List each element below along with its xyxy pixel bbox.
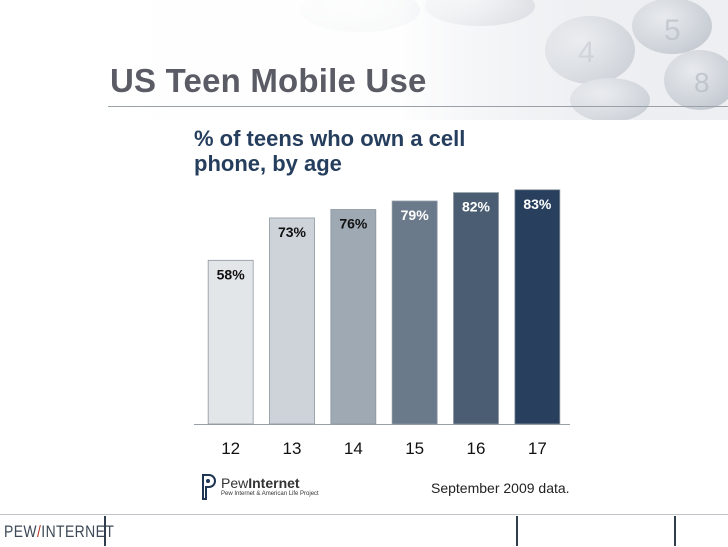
logo-name-internet: Internet: [248, 475, 300, 491]
phone-keypad-backdrop: 4 5 8: [0, 0, 728, 120]
bar-age-14: [330, 209, 377, 425]
data-label: 79%: [401, 207, 430, 223]
logo-name-pew: Pew: [221, 475, 249, 491]
bar-age-17: [514, 189, 561, 425]
data-source-note: September 2009 data.: [431, 480, 570, 496]
slide-title: US Teen Mobile Use: [110, 62, 427, 99]
bottom-bar: [0, 514, 728, 547]
bar-age-16: [453, 192, 499, 425]
bottom-bar-divider: [104, 516, 106, 546]
logo-tagline: Pew Internet & American Life Project: [221, 491, 319, 497]
data-label: 82%: [462, 199, 491, 215]
title-divider: [108, 106, 728, 107]
x-tick-label: 16: [467, 439, 486, 458]
x-tick-label: 13: [283, 439, 302, 458]
x-tick-label: 12: [221, 439, 240, 458]
x-tick-label: 15: [405, 439, 424, 458]
bar-age-15: [391, 200, 438, 425]
data-label: 83%: [523, 196, 552, 212]
x-tick-label: 14: [344, 439, 363, 458]
pew-logo-icon: [202, 474, 216, 500]
data-label: 58%: [217, 266, 246, 282]
bottom-logo-left: PEW: [4, 522, 37, 541]
bottom-pew-internet-logo: PEW/INTERNET: [4, 522, 114, 542]
data-label: 73%: [278, 224, 307, 240]
bottom-logo-right: INTERNET: [41, 522, 115, 541]
bottom-bar-divider: [516, 516, 518, 546]
bar-age-12: [207, 259, 254, 425]
pew-internet-logo: PewInternet Pew Internet & American Life…: [199, 473, 319, 501]
data-label: 76%: [339, 216, 368, 232]
bar-age-13: [269, 217, 315, 425]
bottom-bar-divider: [674, 516, 676, 546]
bar-chart: 58% 12 73% 13 76% 14 79% 15 82% 16 83% 17: [194, 189, 570, 458]
x-tick-label: 17: [528, 439, 547, 458]
bottom-logo-slash: /: [36, 522, 42, 541]
chart-title: % of teens who own a cell phone, by age: [194, 126, 466, 176]
